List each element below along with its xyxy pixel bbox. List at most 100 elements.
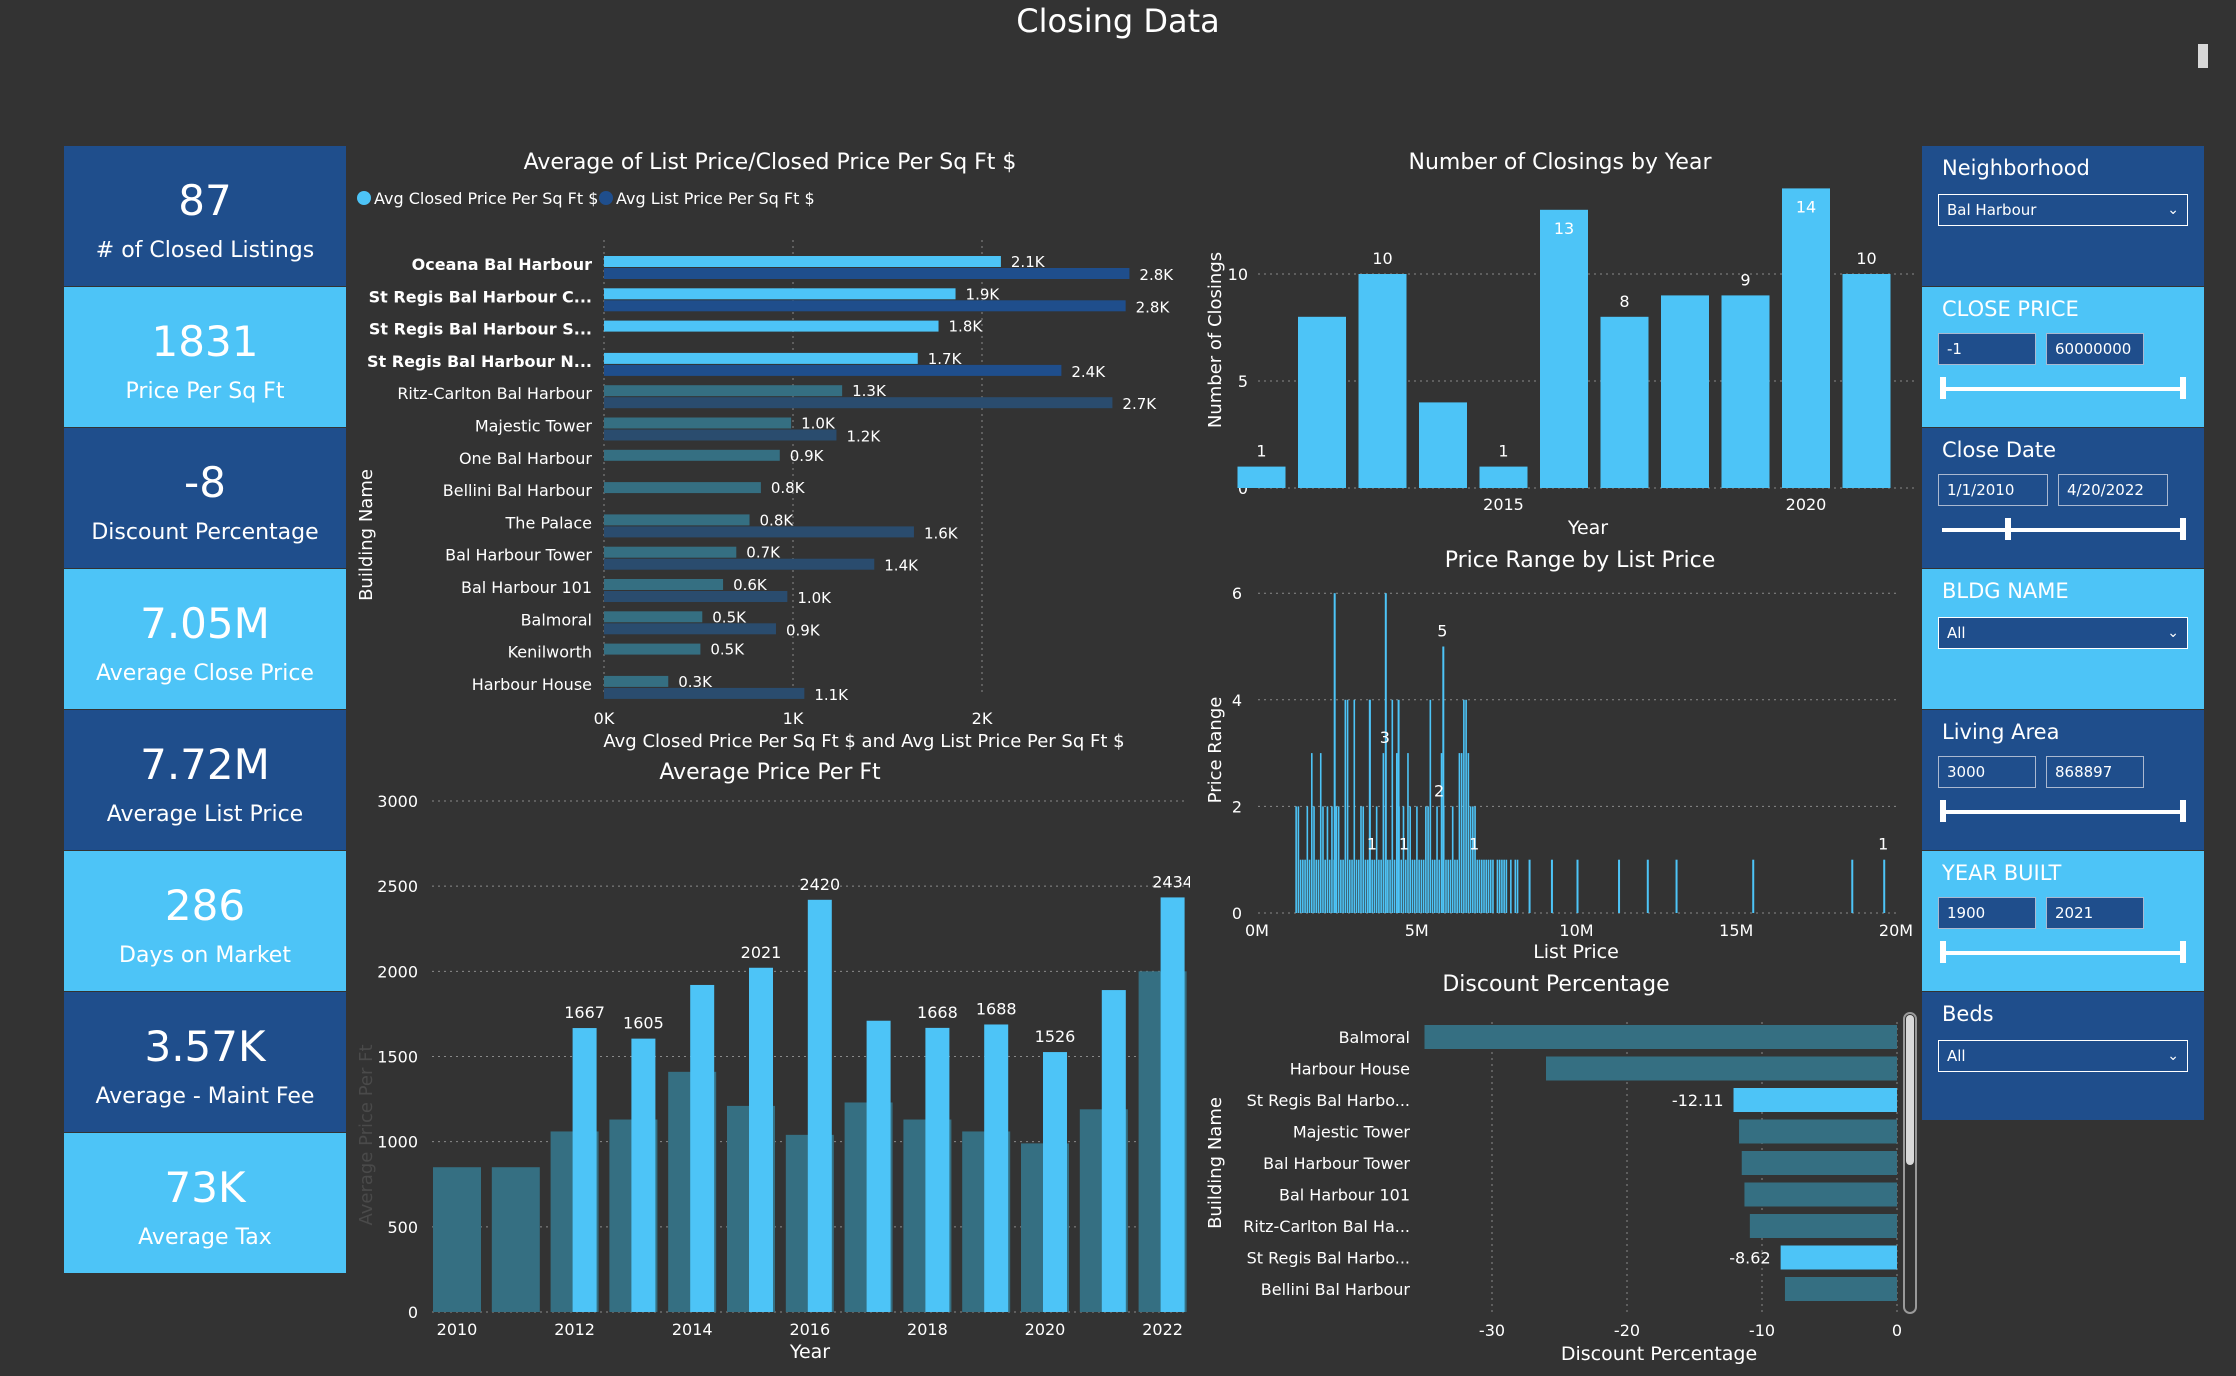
discount-bar: [1780, 1245, 1897, 1270]
living-area-slider-min-handle[interactable]: [1940, 800, 1946, 822]
bldg-name-dropdown[interactable]: All ⌄: [1938, 617, 2188, 649]
price-range-bar: [1445, 859, 1447, 913]
x-tick-label: 10M: [1559, 921, 1593, 940]
price-per-ft-bar: [807, 899, 832, 1312]
kpi-value: 286: [164, 881, 246, 930]
category-label: One Bal Harbour: [459, 449, 592, 468]
close-date-start-input[interactable]: 1/1/2010: [1938, 474, 2048, 506]
close-price-min-input[interactable]: -1: [1938, 333, 2036, 365]
close-date-slider-track[interactable]: [1942, 528, 2184, 532]
price-range-bar: [1364, 859, 1367, 913]
kpi-value: -8: [184, 458, 226, 507]
data-label: 10: [1856, 249, 1876, 268]
closed-price-bar: [604, 514, 750, 526]
price-range-bar: [1371, 859, 1373, 913]
close-price-slider-max-handle[interactable]: [2180, 377, 2186, 399]
close-date-end-input[interactable]: 4/20/2022: [2058, 474, 2168, 506]
close-price-slider-min-handle[interactable]: [1940, 377, 1946, 399]
data-label: -12.11: [1672, 1091, 1724, 1110]
kpi-card-average-maint-fee[interactable]: 3.57K Average - Maint Fee: [64, 992, 346, 1132]
price-range-bar: [1393, 859, 1396, 913]
year-built-max-input[interactable]: 2021: [2046, 897, 2144, 929]
kpi-card-days-on-market[interactable]: 286 Days on Market: [64, 851, 346, 991]
kpi-value: 7.72M: [140, 740, 270, 789]
close-date-slider-end-handle[interactable]: [2180, 518, 2186, 540]
background-bar: [491, 1167, 540, 1312]
close-price-slider-track[interactable]: [1942, 387, 2184, 391]
list-data-label: 1.4K: [884, 557, 919, 575]
year-built-slider-min-handle[interactable]: [1940, 941, 1946, 963]
year-built-slider-max-handle[interactable]: [2180, 941, 2186, 963]
price-range-bar: [1413, 859, 1416, 913]
x-axis-label: Discount Percentage: [1561, 1343, 1757, 1365]
scrollbar-track[interactable]: [1903, 1012, 1917, 1314]
year-built-slider-track[interactable]: [1942, 951, 2184, 955]
price-range-bar: [1362, 806, 1365, 913]
price-range-bar: [1340, 859, 1342, 913]
price-range-bar: [1368, 699, 1371, 913]
beds-dropdown[interactable]: All ⌄: [1938, 1040, 2188, 1072]
price-range-bar: [1478, 859, 1481, 913]
price-range-bar: [1440, 753, 1443, 913]
neighborhood-dropdown[interactable]: Bal Harbour ⌄: [1938, 194, 2188, 226]
closed-price-bar: [604, 611, 703, 623]
kpi-value: 73K: [164, 1163, 246, 1212]
close-price-slicer: CLOSE PRICE -1 60000000: [1922, 287, 2204, 427]
price-range-bar: [1447, 859, 1450, 913]
kpi-card-average-tax[interactable]: 73K Average Tax: [64, 1133, 346, 1273]
kpi-label: Days on Market: [119, 943, 291, 968]
price-range-bar: [1675, 859, 1678, 913]
living-area-slider-track[interactable]: [1942, 810, 2184, 814]
price-range-bar: [1295, 806, 1297, 913]
price-range-bar: [1322, 806, 1324, 913]
year-built-min-input[interactable]: 1900: [1938, 897, 2036, 929]
y-axis-label: Price Range: [1205, 697, 1226, 804]
data-label: 1: [1256, 442, 1266, 461]
close-price-max-input[interactable]: 60000000: [2046, 333, 2144, 365]
kpi-card-closed-listings[interactable]: 87 # of Closed Listings: [64, 146, 346, 286]
data-label: 1526: [1035, 1027, 1076, 1046]
legend-closed-label[interactable]: Avg Closed Price Per Sq Ft $: [374, 189, 598, 208]
price-range-bar: [1752, 859, 1755, 913]
list-price-bar: [604, 526, 914, 538]
data-label: 13: [1554, 219, 1574, 238]
data-label: 2021: [741, 943, 782, 962]
legend-closed-marker: [357, 191, 371, 205]
legend-list-label[interactable]: Avg List Price Per Sq Ft $: [616, 189, 815, 208]
list-data-label: 0.9K: [786, 621, 821, 639]
kpi-card-average-list-price[interactable]: 7.72M Average List Price: [64, 710, 346, 850]
price-range-bar: [1474, 806, 1476, 913]
price-range-bar: [1380, 859, 1382, 913]
data-label: 1667: [564, 1003, 605, 1022]
close-date-slicer: Close Date 1/1/2010 4/20/2022: [1922, 428, 2204, 568]
living-area-max-input[interactable]: 868897: [2046, 756, 2144, 788]
price-range-bar: [1319, 753, 1322, 913]
scrollbar-handle[interactable]: [2198, 44, 2208, 68]
close-date-slider-start-handle[interactable]: [2005, 518, 2011, 540]
x-tick-label: 2016: [789, 1320, 830, 1339]
kpi-card-price-per-sqft[interactable]: 1831 Price Per Sq Ft: [64, 287, 346, 427]
slicer-title: CLOSE PRICE: [1942, 297, 2079, 321]
closings-bar: [1479, 466, 1528, 488]
price-range-bar: [1416, 806, 1418, 913]
closings-bar: [1358, 274, 1407, 488]
price-range-bar: [1355, 859, 1358, 913]
chevron-down-icon: ⌄: [2167, 1048, 2179, 1064]
closed-price-bar: [604, 449, 780, 461]
category-label: Ritz-Carlton Bal Ha...: [1243, 1217, 1410, 1236]
living-area-min-input[interactable]: 3000: [1938, 756, 2036, 788]
price-range-bar: [1442, 646, 1445, 913]
price-range-bar: [1346, 699, 1349, 913]
price-per-ft-bar: [1101, 990, 1126, 1312]
data-label: 3: [1380, 728, 1390, 747]
scrollbar-thumb[interactable]: [1906, 1015, 1914, 1165]
closings-bar: [1661, 295, 1709, 488]
data-label: 2434: [1152, 872, 1190, 891]
living-area-slider-max-handle[interactable]: [2180, 800, 2186, 822]
kpi-card-discount-percentage[interactable]: -8 Discount Percentage: [64, 428, 346, 568]
price-range-bar: [1302, 859, 1304, 913]
x-tick-label: 20M: [1879, 921, 1913, 940]
x-axis-label: List Price: [1533, 941, 1619, 960]
kpi-card-average-close-price[interactable]: 7.05M Average Close Price: [64, 569, 346, 709]
price-range-bar: [1496, 859, 1499, 913]
